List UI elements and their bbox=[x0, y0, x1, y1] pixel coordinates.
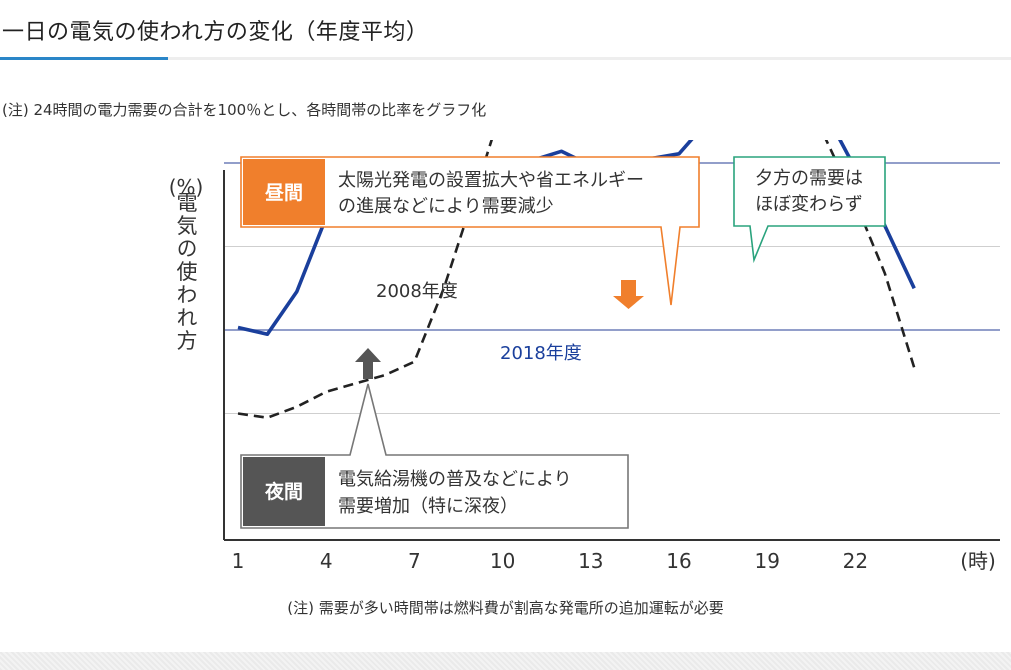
night-tag: 夜間 bbox=[264, 480, 303, 503]
daytime-callout-box bbox=[240, 156, 700, 306]
note-top: (注) 24時間の電力需要の合計を100％とし、各時間帯の比率をグラフ化 bbox=[2, 101, 487, 119]
series-2008-line bbox=[237, 140, 916, 420]
x-tick-label: 19 bbox=[754, 549, 779, 573]
title-underline bbox=[0, 57, 1011, 60]
x-tick-label: 22 bbox=[843, 549, 868, 573]
daytime-tag-bg bbox=[243, 159, 325, 225]
page-title: 一日の電気の使われ方の変化（年度平均） bbox=[2, 20, 429, 45]
up-arrow-icon bbox=[355, 348, 381, 379]
x-unit-label: (時) bbox=[960, 549, 996, 573]
x-tick-label: 7 bbox=[408, 549, 421, 573]
x-tick-label: 1 bbox=[232, 549, 245, 573]
down-arrow-icon bbox=[613, 280, 644, 309]
evening-callout-box bbox=[733, 156, 886, 264]
night-note-line: 電気給湯機の普及などにより bbox=[338, 469, 572, 490]
x-tick-label: 4 bbox=[320, 549, 333, 573]
evening-note-line: ほぼ変わらず bbox=[755, 194, 863, 215]
night-callout-box bbox=[240, 383, 629, 529]
x-tick-label: 10 bbox=[490, 549, 515, 573]
series-2008-label: 2008年度 bbox=[376, 281, 458, 302]
note-bottom: (注) 需要が多い時間帯は燃料費が割高な発電所の追加運転が必要 bbox=[287, 599, 724, 617]
daytime-note-line: の進展などにより需要減少 bbox=[338, 196, 554, 217]
y-axis-label: 電気の使われ方 bbox=[174, 192, 198, 353]
x-tick-label: 16 bbox=[666, 549, 691, 573]
daytime-tag: 昼間 bbox=[265, 182, 303, 204]
x-tick-label: 13 bbox=[578, 549, 603, 573]
series-2018-label: 2018年度 bbox=[500, 343, 582, 364]
night-tag-bg bbox=[243, 457, 325, 526]
title-underline-accent bbox=[0, 57, 168, 60]
daytime-note-line: 太陽光発電の設置拡大や省エネルギー bbox=[338, 170, 644, 191]
night-note-line: 需要増加（特に深夜） bbox=[338, 496, 518, 517]
y-unit-label: (%) bbox=[169, 175, 204, 199]
electricity-usage-chart: (%)電気の使われ方 1 4 7 10 13 16 19 22 (時) 2008年度 2018年度 昼間… bbox=[169, 140, 1000, 573]
evening-note-line: 夕方の需要は bbox=[755, 168, 863, 189]
footer-strip bbox=[0, 652, 1011, 670]
